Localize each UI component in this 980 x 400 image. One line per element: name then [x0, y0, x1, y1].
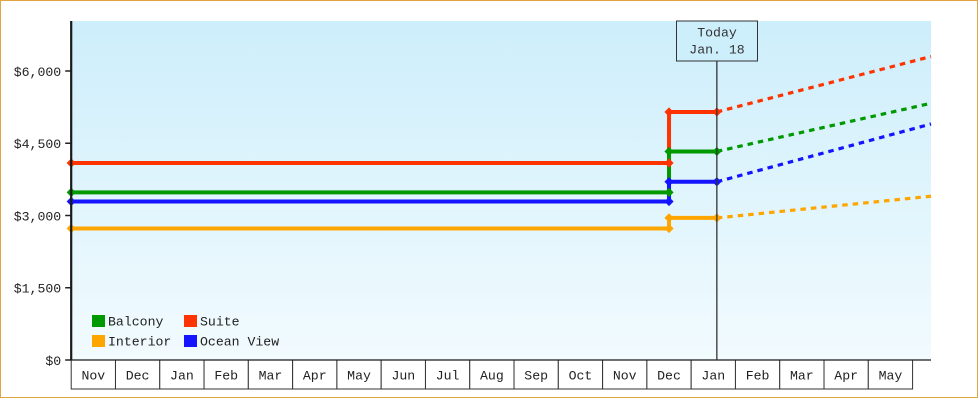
svg-text:Dec: Dec: [126, 368, 150, 383]
svg-text:Interior: Interior: [108, 335, 171, 350]
svg-text:May: May: [879, 368, 903, 383]
svg-text:$4,500: $4,500: [14, 137, 62, 152]
svg-text:Mar: Mar: [259, 368, 283, 383]
svg-text:Sep: Sep: [524, 368, 548, 383]
svg-text:Jan: Jan: [701, 368, 725, 383]
svg-text:Feb: Feb: [746, 368, 770, 383]
svg-text:May: May: [347, 368, 371, 383]
svg-text:Mar: Mar: [790, 368, 814, 383]
svg-text:Suite: Suite: [200, 315, 240, 330]
svg-text:Aug: Aug: [480, 368, 504, 383]
svg-text:Feb: Feb: [214, 368, 238, 383]
svg-text:Jan. 18: Jan. 18: [689, 43, 744, 58]
svg-text:$1,500: $1,500: [14, 282, 62, 297]
svg-text:Nov: Nov: [613, 368, 637, 383]
svg-text:$0: $0: [45, 354, 61, 369]
svg-text:Dec: Dec: [657, 368, 681, 383]
svg-text:Apr: Apr: [303, 368, 327, 383]
svg-text:Apr: Apr: [834, 368, 858, 383]
svg-text:Balcony: Balcony: [108, 315, 163, 330]
svg-text:Jul: Jul: [436, 368, 460, 383]
svg-text:$3,000: $3,000: [14, 209, 62, 224]
svg-text:Oct: Oct: [569, 368, 593, 383]
svg-text:Nov: Nov: [81, 368, 105, 383]
svg-text:$6,000: $6,000: [14, 65, 62, 80]
svg-text:Today: Today: [697, 26, 737, 41]
svg-text:Ocean View: Ocean View: [200, 335, 279, 350]
svg-text:Jun: Jun: [391, 368, 415, 383]
svg-text:Jan: Jan: [170, 368, 194, 383]
